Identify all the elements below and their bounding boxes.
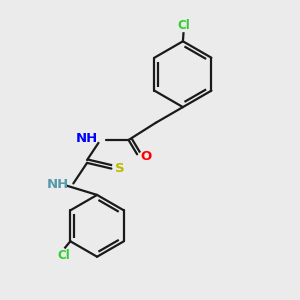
Text: Cl: Cl [58,249,70,262]
Text: S: S [115,161,125,175]
Text: NH: NH [47,178,69,191]
Text: O: O [141,150,152,163]
Text: NH: NH [76,132,98,145]
Text: Cl: Cl [177,19,190,32]
